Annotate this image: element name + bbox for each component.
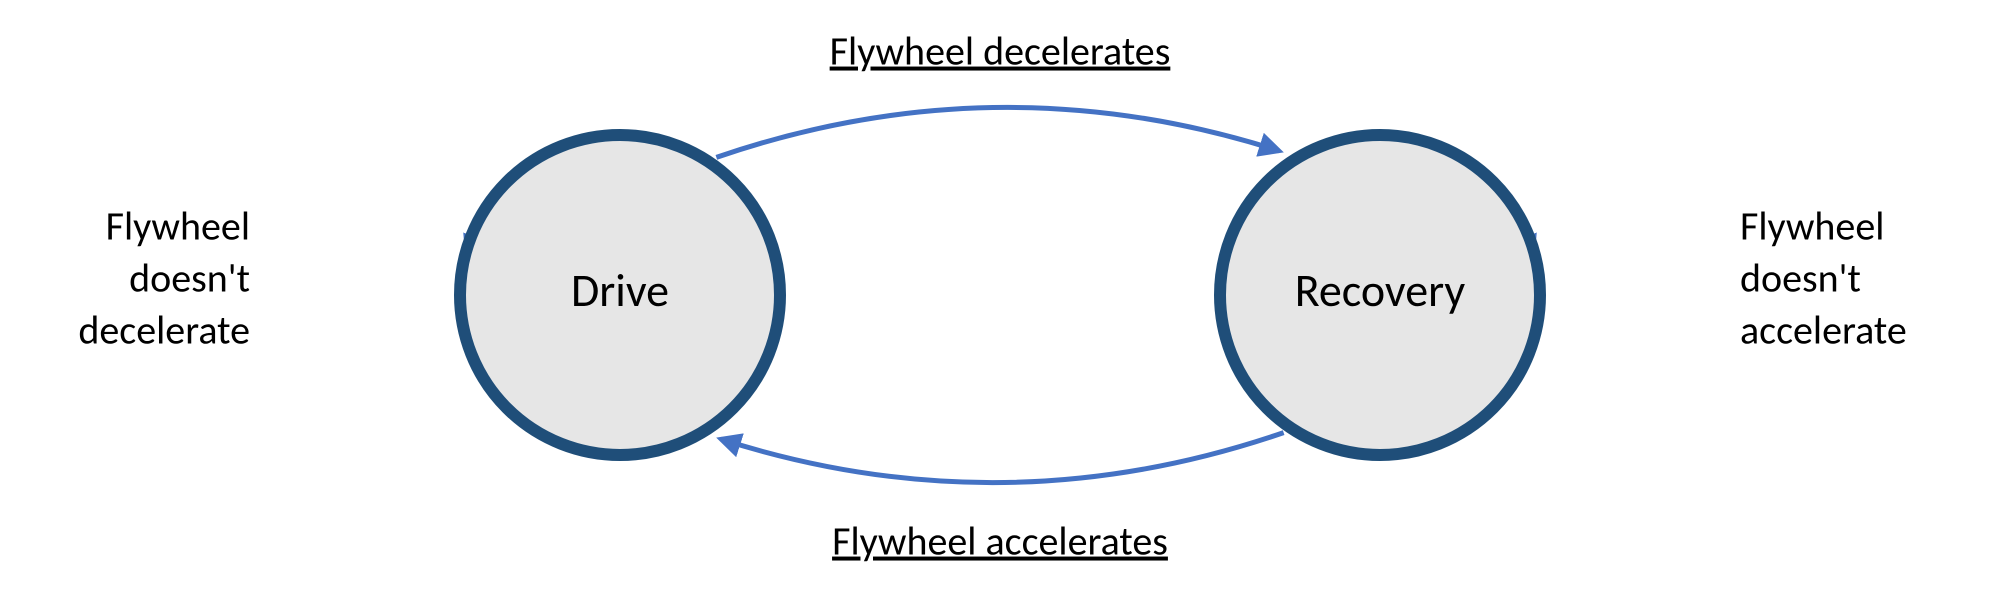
self-loop-label-drive-line3: decelerate [78,306,250,355]
state-label-drive: Drive [571,263,669,319]
state-label-recovery: Recovery [1295,263,1466,319]
edge-label-decelerates: Flywheel decelerates [830,27,1171,76]
self-loop-label-drive-line2: doesn't [129,254,250,303]
edge-drive-to-recovery [716,107,1279,157]
self-loop-label-recovery-line1: Flywheel [1740,202,1884,251]
edge-recovery-to-drive [721,433,1284,483]
state-diagram: Drive Recovery Flywheel decelerates Flyw… [0,0,2000,589]
self-loop-label-drive-line1: Flywheel [106,202,250,251]
self-loop-label-recovery-line2: doesn't [1740,254,1861,303]
edge-label-accelerates: Flywheel accelerates [832,517,1168,566]
self-loop-label-recovery-line3: accelerate [1740,306,1907,355]
